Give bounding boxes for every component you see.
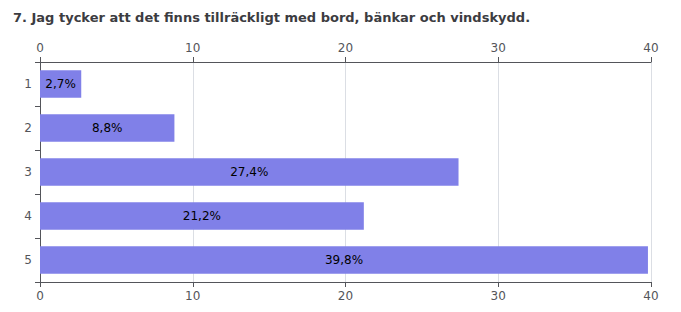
svg-text:30: 30 (491, 289, 506, 303)
svg-text:10: 10 (185, 289, 200, 303)
svg-text:40: 40 (643, 289, 658, 303)
svg-text:3: 3 (24, 165, 32, 179)
svg-text:20: 20 (338, 41, 353, 55)
svg-text:0: 0 (36, 41, 44, 55)
svg-text:27,4%: 27,4% (230, 165, 268, 179)
svg-text:40: 40 (643, 41, 658, 55)
svg-text:2: 2 (24, 121, 32, 135)
svg-text:2,7%: 2,7% (45, 77, 76, 91)
svg-text:21,2%: 21,2% (183, 209, 221, 223)
svg-text:20: 20 (338, 289, 353, 303)
svg-text:7. Jag tycker att det finns ti: 7. Jag tycker att det finns tillräckligt… (13, 10, 530, 25)
svg-text:0: 0 (36, 289, 44, 303)
svg-text:30: 30 (491, 41, 506, 55)
svg-text:8,8%: 8,8% (92, 121, 123, 135)
svg-text:10: 10 (185, 41, 200, 55)
svg-text:1: 1 (24, 77, 32, 91)
svg-text:39,8%: 39,8% (325, 253, 363, 267)
svg-text:5: 5 (24, 253, 32, 267)
svg-text:4: 4 (24, 209, 32, 223)
